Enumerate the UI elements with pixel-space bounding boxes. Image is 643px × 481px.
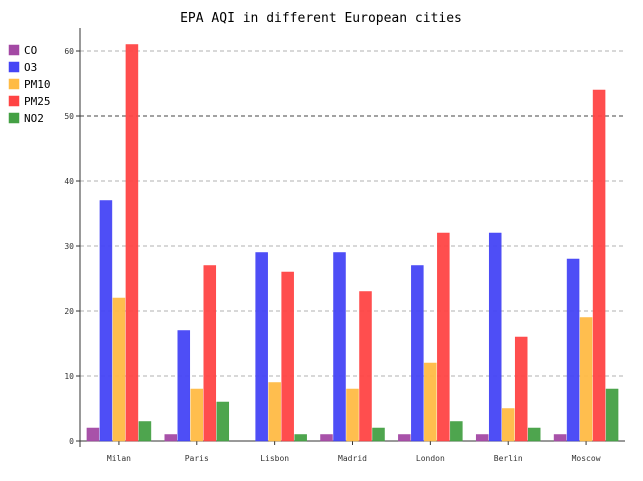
bar-o3-london [411, 265, 424, 442]
grid [80, 50, 625, 377]
legend-swatch-pm10 [8, 78, 20, 90]
x-tick-label: Berlin [494, 454, 523, 463]
bar-o3-lisbon [255, 252, 268, 442]
legend-swatch-no2 [8, 112, 20, 124]
y-tick-label: 60 [64, 47, 74, 56]
bar-pm10-london [424, 362, 437, 442]
x-tick-label: Paris [185, 454, 209, 463]
bar-co-berlin [475, 434, 489, 442]
bar-pm10-madrid [346, 388, 359, 442]
bar-pm25-berlin [514, 336, 528, 442]
bar-no2-moscow [605, 388, 619, 442]
bar-pm25-lisbon [281, 271, 294, 442]
bar-pm25-london [437, 232, 450, 442]
bar-co-london [398, 434, 411, 442]
x-tick-label: London [416, 454, 445, 463]
legend-swatch-o3 [8, 61, 20, 73]
tick-labels: 0 10 20 30 40 50 60 Milan Paris Lisbon Madrid Londo… [64, 47, 600, 463]
bars [86, 44, 619, 442]
y-tick-label: 50 [64, 112, 74, 121]
bar-co-madrid [320, 434, 333, 442]
bar-no2-paris [216, 401, 230, 442]
y-tick-label: 10 [64, 372, 74, 381]
legend: CO O3 PM10 PM25 NO2 [8, 44, 51, 125]
bar-co-paris [164, 434, 178, 442]
bar-co-moscow [553, 434, 567, 442]
legend-label-o3: O3 [24, 61, 37, 74]
bar-o3-milan [99, 200, 113, 442]
x-tick-label: Madrid [338, 454, 367, 463]
legend-label-co: CO [24, 44, 37, 57]
bar-co-milan [86, 427, 100, 442]
legend-label-no2: NO2 [24, 112, 44, 125]
bar-o3-paris [177, 330, 191, 442]
bar-no2-london [450, 421, 463, 442]
bar-pm25-madrid [359, 291, 372, 442]
chart-title: EPA AQI in different European cities [180, 11, 462, 26]
legend-label-pm25: PM25 [24, 95, 51, 108]
bar-pm25-paris [203, 265, 217, 442]
bar-pm10-moscow [579, 317, 593, 442]
bar-pm10-milan [112, 297, 126, 442]
x-tick-label: Lisbon [260, 454, 289, 463]
y-tick-label: 20 [64, 307, 74, 316]
bar-pm25-milan [125, 44, 139, 442]
bar-pm25-moscow [592, 89, 606, 442]
legend-swatch-co [8, 44, 20, 56]
bar-no2-berlin [527, 427, 541, 442]
bar-no2-milan [138, 421, 152, 442]
bar-pm10-lisbon [268, 382, 281, 442]
y-tick-label: 30 [64, 242, 74, 251]
bar-o3-madrid [333, 252, 346, 442]
y-tick-label: 40 [64, 177, 74, 186]
legend-label-pm10: PM10 [24, 78, 51, 91]
bar-o3-berlin [488, 232, 502, 442]
x-tick-label: Milan [107, 454, 131, 463]
bar-pm10-paris [190, 388, 204, 442]
y-tick-label: 0 [69, 437, 74, 446]
axes [76, 28, 625, 447]
legend-swatch-pm25 [8, 95, 20, 107]
x-tick-label: Moscow [572, 454, 601, 463]
bar-o3-moscow [566, 258, 580, 442]
bar-pm10-berlin [501, 408, 515, 442]
bar-no2-madrid [372, 427, 385, 442]
bar-no2-lisbon [294, 434, 307, 442]
